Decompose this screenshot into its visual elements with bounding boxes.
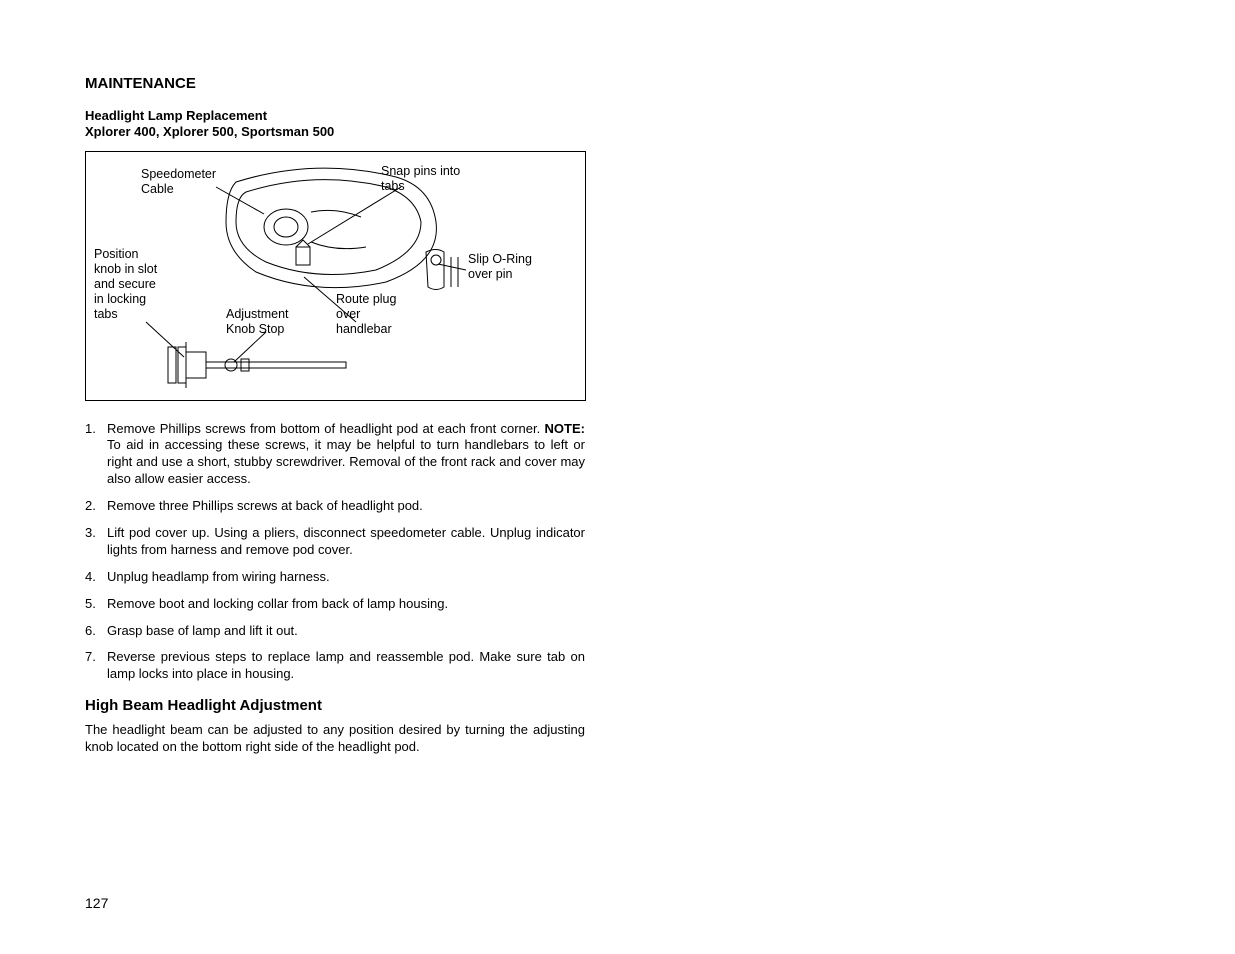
note-label: NOTE: — [545, 421, 585, 436]
step-2: 2. Remove three Phillips screws at back … — [85, 498, 585, 515]
label-position-knob: Position knob in slot and secure in lock… — [94, 247, 164, 322]
step-text: Grasp base of lamp and lift it out. — [107, 623, 585, 640]
step-text: Unplug headlamp from wiring harness. — [107, 569, 585, 586]
label-route-plug: Route plug over handlebar — [336, 292, 416, 337]
step-text-main: Remove Phillips screws from bottom of he… — [107, 421, 545, 436]
subheading-line2: Xplorer 400, Xplorer 500, Sportsman 500 — [85, 124, 334, 139]
step-1: 1. Remove Phillips screws from bottom of… — [85, 421, 585, 489]
step-text: Remove Phillips screws from bottom of he… — [107, 421, 585, 489]
step-text: Reverse previous steps to replace lamp a… — [107, 649, 585, 683]
step-5: 5. Remove boot and locking collar from b… — [85, 596, 585, 613]
step-text: Remove three Phillips screws at back of … — [107, 498, 585, 515]
label-adjustment-knob: Adjustment Knob Stop — [226, 307, 306, 337]
step-num: 4. — [85, 569, 107, 586]
step-num: 5. — [85, 596, 107, 613]
subheading: Headlight Lamp Replacement Xplorer 400, … — [85, 108, 585, 141]
label-slip-oring: Slip O-Ring over pin — [468, 252, 558, 282]
diagram-box: Speedometer Cable Snap pins into tabs Po… — [85, 151, 586, 401]
step-num: 7. — [85, 649, 107, 683]
steps-list: 1. Remove Phillips screws from bottom of… — [85, 421, 585, 684]
step-num: 1. — [85, 421, 107, 489]
step-text: Remove boot and locking collar from back… — [107, 596, 585, 613]
step-7: 7. Reverse previous steps to replace lam… — [85, 649, 585, 683]
step-num: 6. — [85, 623, 107, 640]
step-num: 2. — [85, 498, 107, 515]
step-text: Lift pod cover up. Using a pliers, disco… — [107, 525, 585, 559]
step-num: 3. — [85, 525, 107, 559]
note-text: To aid in accessing these screws, it may… — [107, 437, 585, 486]
step-4: 4. Unplug headlamp from wiring harness. — [85, 569, 585, 586]
subsection-title: High Beam Headlight Adjustment — [85, 697, 585, 714]
step-6: 6. Grasp base of lamp and lift it out. — [85, 623, 585, 640]
label-speedometer-cable: Speedometer Cable — [141, 167, 241, 197]
step-3: 3. Lift pod cover up. Using a pliers, di… — [85, 525, 585, 559]
section-title: MAINTENANCE — [85, 75, 585, 92]
label-snap-pins: Snap pins into tabs — [381, 164, 461, 194]
page-number: 127 — [85, 895, 108, 911]
subheading-line1: Headlight Lamp Replacement — [85, 108, 267, 123]
paragraph: The headlight beam can be adjusted to an… — [85, 722, 585, 756]
